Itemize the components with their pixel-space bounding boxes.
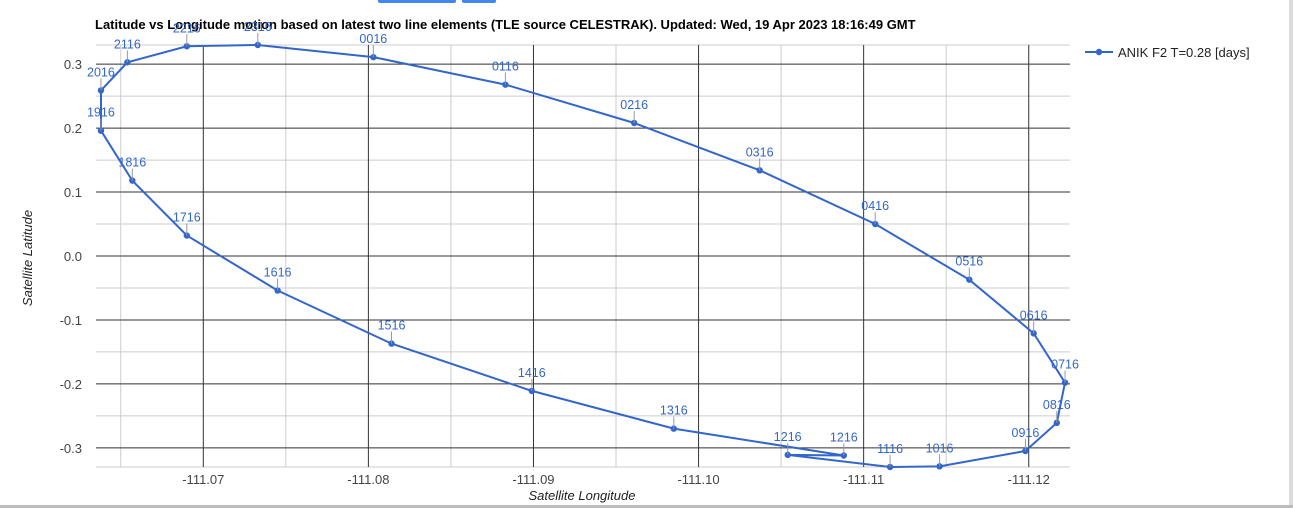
point-label: 0716 <box>1051 358 1079 372</box>
series-line[interactable] <box>100 43 1067 469</box>
point-label: 0116 <box>492 60 519 74</box>
top-tab-b[interactable] <box>462 0 496 3</box>
point-label: 2016 <box>87 65 115 79</box>
y-tick-label: -0.1 <box>60 313 82 328</box>
x-tick-labels: -111.07 -111.08 -111.09 -111.10 -111.11 -111.… <box>182 472 1050 487</box>
y-tick-label: 0.0 <box>64 249 82 264</box>
point-label: 0416 <box>861 199 889 213</box>
point-label: 0316 <box>746 145 774 159</box>
point-label: 2216 <box>173 21 201 35</box>
y-tick-label: -0.3 <box>60 441 82 456</box>
point-label: 0216 <box>620 98 648 112</box>
point-label: 0916 <box>1012 426 1040 440</box>
legend-dot-icon <box>1095 48 1103 56</box>
x-tick-label: -111.12 <box>1008 472 1050 487</box>
top-tab-a[interactable] <box>378 0 456 3</box>
point-label: 1516 <box>378 319 406 333</box>
chart-title: Latitude vs Longitude motion based on la… <box>95 17 916 32</box>
point-label: 1216 <box>830 430 858 444</box>
x-tick-label: -111.08 <box>347 472 389 487</box>
x-tick-label: -111.09 <box>512 472 554 487</box>
legend[interactable]: ANIK F2 T=0.28 [days] <box>1085 45 1250 60</box>
point-label: 2116 <box>114 37 141 51</box>
x-tick-label: -111.11 <box>843 472 884 487</box>
point-label: 1216 <box>774 430 802 444</box>
point-label: 0016 <box>359 32 387 46</box>
point-label: 0616 <box>1020 308 1048 322</box>
x-tick-label: -111.07 <box>182 472 224 487</box>
point-labels: 0016 0116 0216 0316 0416 0516 0616 0716 08160916… <box>87 20 1079 467</box>
scrollbar-track[interactable] <box>1289 0 1293 508</box>
point-label: 2316 <box>244 20 272 34</box>
y-tick-label: 0.2 <box>64 121 82 136</box>
y-axis-title: Satellite Latitude <box>20 210 35 306</box>
y-tick-label: 0.1 <box>64 185 82 200</box>
legend-label: ANIK F2 T=0.28 [days] <box>1118 45 1250 60</box>
point-label: 1916 <box>87 106 115 120</box>
point-label: 0816 <box>1043 398 1071 412</box>
point-label: 1816 <box>118 156 146 170</box>
point-label: 1716 <box>173 211 201 225</box>
point-label: 1316 <box>660 404 688 418</box>
point-label: 1116 <box>877 442 903 456</box>
y-tick-label: -0.2 <box>60 377 82 392</box>
x-axis-title: Satellite Longitude <box>529 488 636 503</box>
y-tick-label: 0.3 <box>64 57 82 72</box>
x-tick-label: -111.10 <box>677 472 719 487</box>
point-label: 1616 <box>264 266 292 280</box>
point-label: 1016 <box>926 441 954 455</box>
point-label: 0516 <box>955 255 983 269</box>
gridlines <box>96 44 1070 468</box>
bottom-border <box>0 505 1293 508</box>
y-tick-labels: 0.3 0.2 0.1 0.0 -0.1 -0.2 -0.3 <box>60 57 82 456</box>
point-label: 1416 <box>518 366 546 380</box>
